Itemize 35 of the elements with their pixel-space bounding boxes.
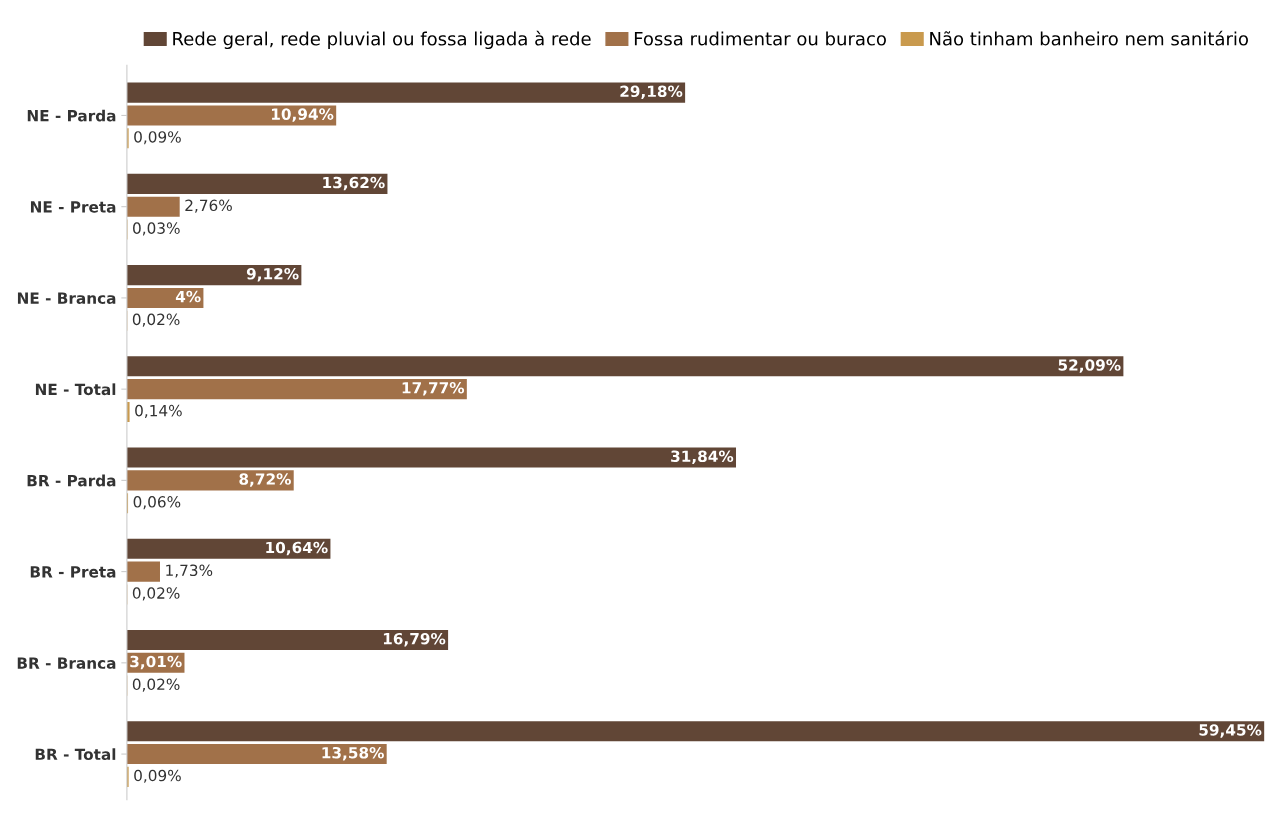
legend-label: Fossa rudimentar ou buraco xyxy=(634,31,886,46)
data-label: 0,06% xyxy=(133,496,181,510)
data-label: 16,79% xyxy=(383,632,446,647)
data-label: 0,02% xyxy=(132,313,180,327)
data-label: 52,09% xyxy=(1058,359,1121,373)
y-tick-label: BR - Branca xyxy=(17,657,116,669)
data-label: 29,18% xyxy=(620,85,683,100)
y-tick-label: BR - Preta xyxy=(30,566,116,578)
y-tick-label: BR - Total xyxy=(35,748,116,761)
y-tick-label: NE - Branca xyxy=(17,292,116,304)
y-tick-label: NE - Parda xyxy=(27,109,116,122)
data-label: 2,76% xyxy=(185,199,232,213)
data-label: 8,72% xyxy=(239,473,291,487)
data-label: 9,12% xyxy=(246,267,299,282)
y-tick-label: NE - Preta xyxy=(30,201,116,213)
data-label: 13,58% xyxy=(322,746,384,761)
data-label: 17,77% xyxy=(402,382,465,396)
data-label: 13,62% xyxy=(323,176,385,191)
data-label: 0,09% xyxy=(134,769,181,783)
data-label: 59,45% xyxy=(1199,724,1262,738)
data-label: 1,73% xyxy=(166,564,213,578)
data-label: 0,14% xyxy=(135,404,182,418)
y-tick-label: BR - Parda xyxy=(27,474,116,487)
data-label: 10,94% xyxy=(272,108,334,122)
data-label: 0,02% xyxy=(132,587,180,601)
data-label: 10,64% xyxy=(266,541,328,556)
legend-label: Rede geral, rede pluvial ou fossa ligada à rede xyxy=(173,30,591,50)
data-label: 3,01% xyxy=(130,655,182,670)
data-label: 0,02% xyxy=(132,678,180,692)
legend-label: Não tinham banheiro nem sanitário xyxy=(930,30,1248,46)
data-label: 31,84% xyxy=(671,450,734,464)
data-label: 0,09% xyxy=(134,131,181,145)
y-tick-label: NE - Total xyxy=(35,383,116,396)
data-label: 4% xyxy=(175,290,201,303)
data-label: 0,03% xyxy=(133,222,180,236)
